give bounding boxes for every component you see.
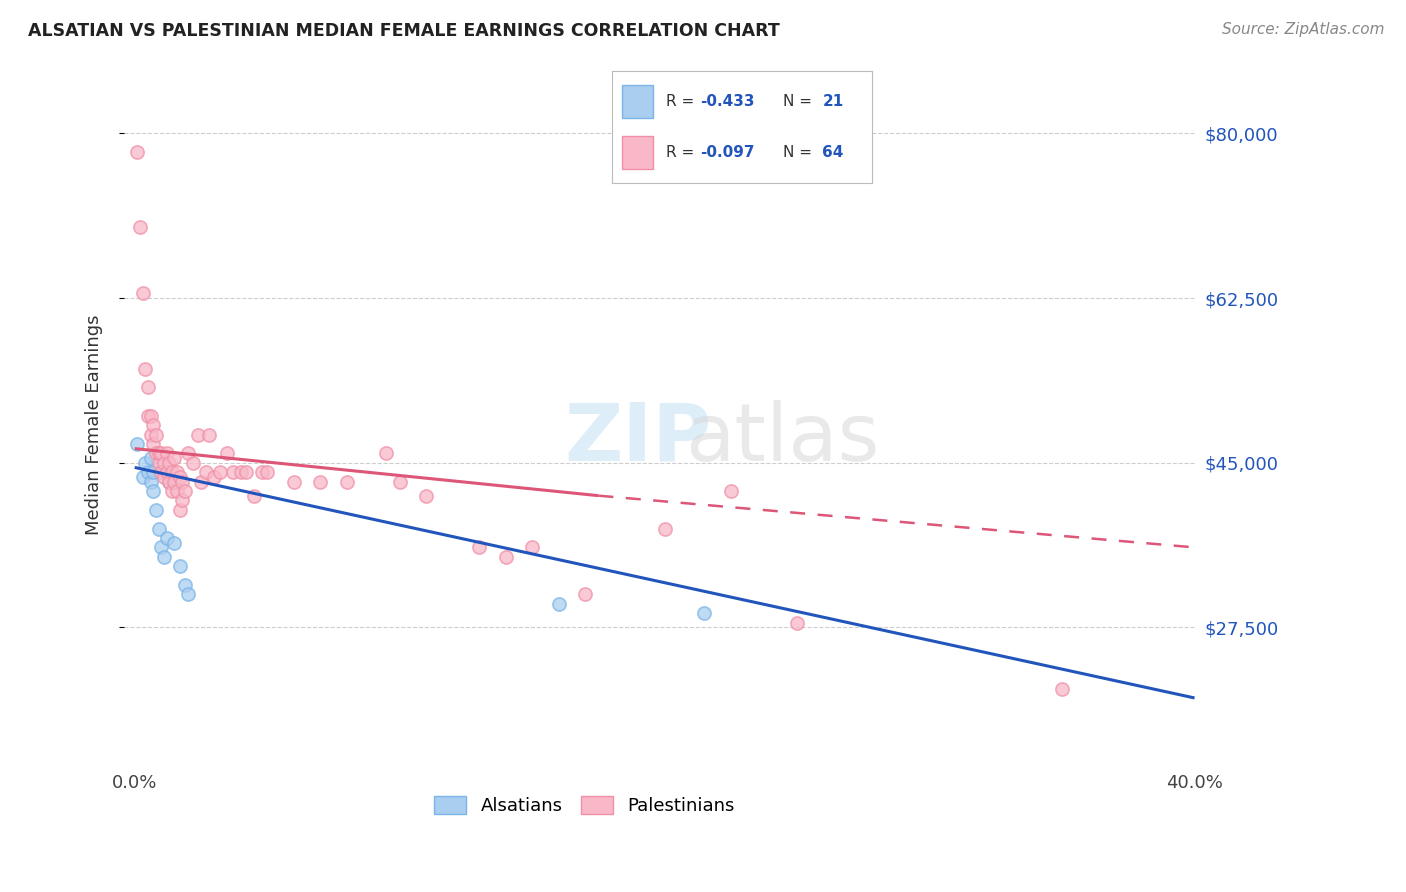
- Point: [283, 475, 305, 489]
- Point: [148, 522, 170, 536]
- Point: [163, 450, 186, 465]
- Point: [131, 286, 153, 301]
- Point: [495, 549, 517, 564]
- Text: 64: 64: [823, 145, 844, 161]
- Point: [208, 465, 231, 479]
- Point: [136, 409, 159, 423]
- Point: [187, 427, 209, 442]
- Point: [693, 607, 716, 621]
- Point: [155, 531, 177, 545]
- Point: [153, 549, 176, 564]
- Point: [139, 427, 162, 442]
- Text: Source: ZipAtlas.com: Source: ZipAtlas.com: [1222, 22, 1385, 37]
- Point: [153, 456, 176, 470]
- Point: [145, 502, 167, 516]
- Point: [145, 446, 167, 460]
- Point: [157, 456, 180, 470]
- Text: atlas: atlas: [685, 400, 880, 477]
- Point: [309, 475, 332, 489]
- Point: [148, 456, 170, 470]
- Text: ALSATIAN VS PALESTINIAN MEDIAN FEMALE EARNINGS CORRELATION CHART: ALSATIAN VS PALESTINIAN MEDIAN FEMALE EA…: [28, 22, 780, 40]
- Point: [654, 522, 676, 536]
- Point: [177, 446, 200, 460]
- Point: [136, 380, 159, 394]
- Point: [139, 409, 162, 423]
- Point: [139, 450, 162, 465]
- Point: [139, 475, 162, 489]
- Text: N =: N =: [783, 94, 817, 109]
- Point: [198, 427, 221, 442]
- Text: ZIP: ZIP: [564, 400, 711, 477]
- Point: [136, 465, 159, 479]
- Text: N =: N =: [783, 145, 817, 161]
- Point: [375, 446, 398, 460]
- Point: [169, 470, 191, 484]
- Text: R =: R =: [666, 145, 699, 161]
- Point: [150, 541, 173, 555]
- Point: [415, 489, 437, 503]
- Text: -0.097: -0.097: [700, 145, 755, 161]
- Point: [786, 615, 808, 630]
- Point: [720, 483, 742, 498]
- Point: [547, 597, 569, 611]
- Point: [131, 470, 153, 484]
- Point: [155, 446, 177, 460]
- Point: [166, 483, 188, 498]
- Text: 21: 21: [823, 94, 844, 109]
- Point: [169, 559, 191, 574]
- Point: [172, 493, 194, 508]
- Point: [163, 475, 186, 489]
- FancyBboxPatch shape: [621, 136, 654, 169]
- Point: [134, 456, 156, 470]
- Point: [229, 465, 252, 479]
- Point: [1050, 681, 1073, 696]
- Point: [127, 437, 149, 451]
- Point: [157, 475, 180, 489]
- Point: [153, 470, 176, 484]
- Point: [163, 535, 186, 549]
- Point: [160, 465, 183, 479]
- Point: [150, 446, 173, 460]
- Point: [174, 578, 197, 592]
- Point: [127, 145, 149, 160]
- Point: [520, 541, 543, 555]
- Point: [157, 475, 180, 489]
- Text: R =: R =: [666, 94, 699, 109]
- Point: [468, 541, 491, 555]
- Point: [336, 475, 359, 489]
- Point: [202, 470, 225, 484]
- Text: -0.433: -0.433: [700, 94, 755, 109]
- Point: [181, 456, 204, 470]
- Point: [134, 361, 156, 376]
- Point: [243, 489, 266, 503]
- Point: [129, 220, 152, 235]
- Point: [222, 465, 245, 479]
- Point: [142, 418, 165, 433]
- Point: [174, 483, 197, 498]
- Y-axis label: Median Female Earnings: Median Female Earnings: [86, 315, 103, 535]
- Point: [388, 475, 411, 489]
- Point: [235, 465, 257, 479]
- Point: [169, 502, 191, 516]
- Point: [150, 465, 173, 479]
- Point: [574, 587, 596, 601]
- Point: [142, 437, 165, 451]
- Point: [148, 446, 170, 460]
- Point: [256, 465, 278, 479]
- Point: [195, 465, 218, 479]
- Point: [250, 465, 273, 479]
- Point: [155, 465, 177, 479]
- Point: [172, 475, 194, 489]
- Point: [142, 465, 165, 479]
- Point: [190, 475, 212, 489]
- Point: [217, 446, 239, 460]
- Point: [177, 587, 200, 601]
- FancyBboxPatch shape: [621, 85, 654, 119]
- Point: [166, 465, 188, 479]
- Point: [160, 483, 183, 498]
- Point: [145, 427, 167, 442]
- Point: [142, 483, 165, 498]
- Legend: Alsatians, Palestinians: Alsatians, Palestinians: [426, 789, 742, 822]
